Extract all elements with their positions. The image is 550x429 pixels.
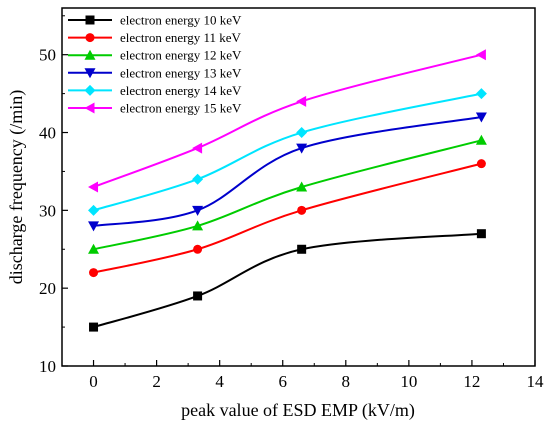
marker-square bbox=[476, 229, 486, 239]
series-line bbox=[93, 139, 482, 251]
y-tick-label: 20 bbox=[39, 279, 56, 298]
axes: 0 2 4 6 8 10 12 14 10 20 30 40 50 bbox=[39, 15, 545, 391]
marker-square bbox=[297, 244, 307, 254]
legend-label: electron energy 14 keV bbox=[120, 83, 242, 98]
legend-item: electron energy 12 keV bbox=[68, 48, 242, 63]
y-tick-label: 40 bbox=[39, 124, 56, 143]
marker-triangle-left bbox=[296, 95, 307, 107]
marker-triangle-up bbox=[475, 134, 487, 145]
marker-circle bbox=[297, 205, 307, 215]
series-line bbox=[93, 53, 482, 188]
marker-diamond bbox=[475, 88, 487, 100]
series bbox=[89, 159, 486, 278]
legend: electron energy 10 keV electron energy 11… bbox=[68, 13, 242, 116]
legend-item: electron energy 11 keV bbox=[68, 30, 242, 45]
marker-triangle-left bbox=[88, 181, 99, 193]
series-line bbox=[93, 162, 482, 274]
marker-triangle-down bbox=[88, 221, 100, 232]
x-tick-label: 2 bbox=[152, 372, 161, 391]
y-axis-title: discharge frequency (/min) bbox=[6, 90, 27, 285]
series-group bbox=[88, 49, 487, 332]
x-tick-label: 6 bbox=[278, 372, 287, 391]
marker-triangle-down bbox=[475, 112, 487, 123]
legend-label: electron energy 13 keV bbox=[120, 65, 242, 80]
y-tick-label: 30 bbox=[39, 201, 56, 220]
y-tick-label: 50 bbox=[39, 46, 56, 65]
series bbox=[89, 229, 486, 332]
marker-triangle-up bbox=[88, 243, 100, 254]
series bbox=[88, 112, 487, 232]
x-axis-title: peak value of ESD EMP (kV/m) bbox=[181, 400, 415, 421]
marker-triangle-up bbox=[192, 220, 204, 231]
marker-triangle-left bbox=[192, 142, 203, 154]
series bbox=[88, 49, 486, 193]
marker-circle bbox=[193, 244, 203, 254]
legend-item: electron energy 15 keV bbox=[68, 101, 242, 116]
marker-diamond bbox=[84, 84, 96, 96]
legend-label: electron energy 10 keV bbox=[120, 13, 242, 28]
marker-square bbox=[85, 15, 95, 25]
marker-circle bbox=[476, 159, 486, 169]
legend-label: electron energy 12 keV bbox=[120, 48, 242, 63]
x-tick-label: 4 bbox=[215, 372, 224, 391]
legend-item: electron energy 10 keV bbox=[68, 13, 242, 28]
marker-circle bbox=[85, 33, 95, 43]
marker-triangle-down bbox=[192, 205, 204, 216]
marker-circle bbox=[89, 268, 99, 278]
series-line bbox=[93, 232, 482, 329]
series bbox=[88, 88, 487, 216]
series-line bbox=[93, 92, 482, 212]
x-tick-label: 14 bbox=[527, 372, 545, 391]
marker-triangle-up bbox=[296, 181, 308, 192]
y-tick-label: 10 bbox=[39, 357, 56, 376]
marker-triangle-up bbox=[84, 49, 96, 60]
marker-square bbox=[89, 322, 99, 332]
marker-diamond bbox=[88, 204, 100, 216]
series-line bbox=[93, 115, 482, 227]
legend-label: electron energy 11 keV bbox=[120, 30, 242, 45]
marker-triangle-left bbox=[475, 49, 486, 61]
plot-frame bbox=[61, 7, 536, 367]
marker-triangle-left bbox=[84, 102, 95, 114]
x-tick-label: 0 bbox=[89, 372, 98, 391]
legend-item: electron energy 14 keV bbox=[68, 83, 242, 98]
marker-triangle-down bbox=[296, 143, 308, 154]
x-tick-label: 10 bbox=[400, 372, 417, 391]
marker-triangle-down bbox=[84, 68, 96, 79]
marker-diamond bbox=[192, 173, 204, 185]
marker-diamond bbox=[296, 127, 308, 139]
x-tick-label: 12 bbox=[463, 372, 480, 391]
series bbox=[88, 134, 487, 254]
x-tick-label: 8 bbox=[342, 372, 351, 391]
legend-label: electron energy 15 keV bbox=[120, 101, 242, 116]
legend-item: electron energy 13 keV bbox=[68, 65, 242, 80]
marker-square bbox=[193, 291, 203, 301]
